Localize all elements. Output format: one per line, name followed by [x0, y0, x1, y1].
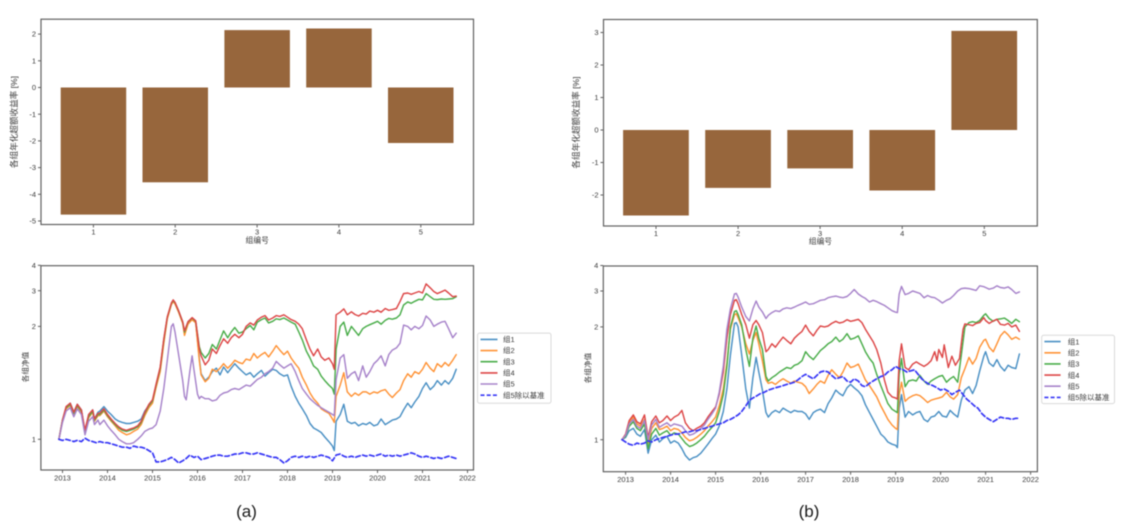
- svg-text:组1: 组1: [503, 334, 515, 344]
- svg-text:1: 1: [32, 56, 36, 65]
- svg-text:-1: -1: [592, 158, 599, 167]
- svg-text:各组年化超额收益率 [%]: 各组年化超额收益率 [%]: [570, 76, 581, 168]
- svg-text:1: 1: [594, 93, 598, 102]
- svg-text:2013: 2013: [54, 474, 71, 483]
- svg-text:-2: -2: [592, 191, 599, 200]
- svg-text:5: 5: [982, 229, 986, 238]
- svg-text:2020: 2020: [369, 474, 386, 483]
- svg-text:2013: 2013: [617, 475, 634, 484]
- svg-text:3: 3: [32, 286, 36, 295]
- svg-text:组5: 组5: [503, 379, 515, 389]
- svg-text:各组年化超额收益率 [%]: 各组年化超额收益率 [%]: [8, 76, 19, 168]
- svg-text:4: 4: [32, 261, 36, 270]
- svg-text:2: 2: [594, 323, 598, 332]
- svg-text:2022: 2022: [1022, 475, 1039, 484]
- svg-text:组2: 组2: [1068, 347, 1080, 357]
- svg-text:(b): (b): [799, 502, 820, 521]
- svg-text:2015: 2015: [144, 474, 161, 483]
- svg-text:1: 1: [654, 229, 658, 238]
- svg-text:2: 2: [32, 322, 36, 331]
- svg-text:2014: 2014: [99, 474, 116, 483]
- svg-text:2017: 2017: [234, 474, 251, 483]
- svg-text:(a): (a): [236, 502, 257, 521]
- svg-text:2017: 2017: [797, 475, 814, 484]
- svg-text:3: 3: [255, 228, 259, 237]
- svg-text:组1: 组1: [1068, 336, 1080, 346]
- svg-text:2021: 2021: [977, 475, 994, 484]
- svg-text:2014: 2014: [662, 475, 679, 484]
- svg-text:组3: 组3: [1068, 359, 1080, 369]
- svg-text:-4: -4: [29, 190, 36, 199]
- svg-text:各组净值: 各组净值: [583, 352, 593, 383]
- svg-text:组5: 组5: [1068, 381, 1080, 391]
- svg-text:组编号: 组编号: [809, 236, 833, 246]
- svg-text:组5除以基准: 组5除以基准: [1068, 392, 1110, 402]
- svg-text:-1: -1: [29, 110, 36, 119]
- svg-text:组3: 组3: [503, 356, 515, 366]
- svg-text:-2: -2: [29, 137, 36, 146]
- svg-text:组4: 组4: [503, 368, 515, 378]
- svg-text:3: 3: [594, 287, 598, 296]
- svg-text:1: 1: [91, 228, 95, 237]
- svg-text:2022: 2022: [459, 474, 476, 483]
- svg-text:-3: -3: [29, 163, 36, 172]
- svg-text:-5: -5: [29, 217, 36, 226]
- svg-text:2020: 2020: [932, 475, 949, 484]
- svg-text:1: 1: [594, 435, 598, 444]
- svg-text:3: 3: [818, 229, 822, 238]
- svg-text:2: 2: [32, 30, 36, 39]
- svg-text:组编号: 组编号: [246, 235, 270, 245]
- svg-text:2018: 2018: [842, 475, 859, 484]
- svg-text:组4: 组4: [1068, 370, 1080, 380]
- svg-text:组2: 组2: [503, 345, 515, 355]
- svg-text:5: 5: [419, 228, 423, 237]
- svg-text:2: 2: [736, 229, 740, 238]
- svg-text:0: 0: [32, 83, 36, 92]
- svg-text:4: 4: [900, 229, 904, 238]
- svg-text:3: 3: [594, 28, 598, 37]
- svg-text:2021: 2021: [414, 474, 431, 483]
- svg-text:0: 0: [594, 126, 598, 135]
- svg-text:2016: 2016: [752, 475, 769, 484]
- svg-text:2: 2: [173, 228, 177, 237]
- svg-text:1: 1: [32, 435, 36, 444]
- svg-text:4: 4: [337, 228, 341, 237]
- svg-text:2015: 2015: [707, 475, 724, 484]
- svg-text:2019: 2019: [887, 475, 904, 484]
- svg-text:各组净值: 各组净值: [20, 351, 30, 382]
- svg-text:组5除以基准: 组5除以基准: [503, 390, 545, 400]
- svg-text:2019: 2019: [324, 474, 341, 483]
- svg-text:4: 4: [594, 261, 598, 270]
- svg-text:2016: 2016: [189, 474, 206, 483]
- svg-text:2: 2: [594, 61, 598, 70]
- svg-text:2018: 2018: [279, 474, 296, 483]
